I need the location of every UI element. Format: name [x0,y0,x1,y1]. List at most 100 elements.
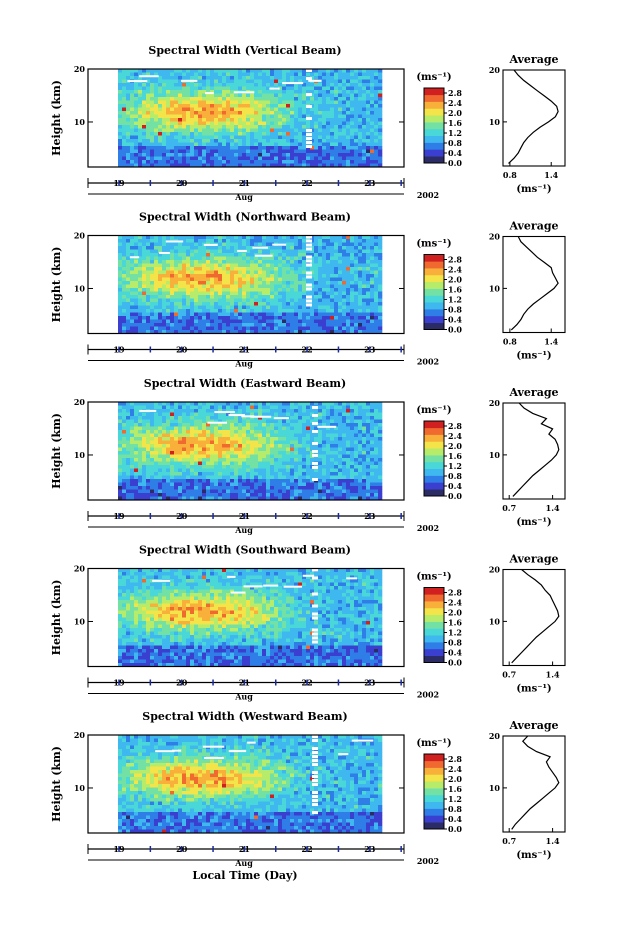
x-tick-label: 22 [302,511,313,521]
y-axis-label: Height (km) [50,247,63,323]
colorbar-tick-label: 1.2 [448,461,462,471]
profile-y-tick-label: 20 [489,232,501,242]
x-tick-label: 22 [302,678,313,688]
missing-data [312,771,318,774]
missing-data [306,288,312,291]
panel-title: Spectral Width (Eastward Beam) [144,377,346,390]
missing-data [312,799,318,802]
colorbar-tick-label: 1.2 [448,628,462,638]
colorbar-segment [424,656,444,663]
colorbar-segment [424,649,444,656]
missing-data [312,430,318,433]
missing-data [252,247,268,249]
missing-data [312,450,318,453]
missing-data [306,145,312,148]
missing-data [155,750,174,752]
profile-y-tick-label: 20 [489,398,501,408]
colorbar-segment [424,143,444,150]
colorbar-tick-label: 2.8 [448,255,462,265]
colorbar-tick-label: 2.8 [448,754,462,764]
colorbar-tick-label: 1.2 [448,295,462,305]
x-tick-label: 20 [176,511,188,521]
colorbar-segment [424,108,444,115]
profile-line [509,70,559,163]
panel-1: Spectral Width (Northward Beam)1020Heigh… [50,211,565,369]
missing-data [312,613,318,616]
colorbar-segment [424,441,444,448]
colorbar-segment [424,489,444,496]
colorbar-segment [424,295,444,302]
missing-data [306,93,312,96]
colorbar-tick-label: 2.8 [448,588,462,598]
x-tick-label: 22 [302,178,313,188]
colorbar-segment [424,282,444,289]
x-tick-label: 22 [302,345,313,355]
missing-data [312,803,318,806]
missing-data [284,586,302,588]
colorbar-tick-label: 1.6 [448,784,462,794]
x-tick-label: 21 [239,178,250,188]
panel-title: Spectral Width (Vertical Beam) [148,44,341,57]
colorbar-segment [424,428,444,435]
missing-data [312,466,318,469]
colorbar-segment [424,156,444,163]
profile-x-tick-label: 1.4 [546,670,560,680]
missing-data [312,605,318,608]
missing-data [306,77,312,80]
missing-data [312,637,318,640]
missing-data [312,755,318,758]
missing-data [308,80,321,82]
colorbar-tick-label: 0.8 [448,305,462,315]
missing-data [312,478,318,481]
missing-data [228,414,244,416]
colorbar-unit: (ms⁻¹) [416,239,451,250]
colorbar-tick-label: 2.0 [448,774,462,784]
profile-x-tick-label: 0.8 [503,337,517,347]
colorbar-tick-label: 0.0 [448,158,462,168]
profile-x-tick-label: 1.4 [546,836,560,846]
missing-data [312,763,318,766]
profile-x-tick-label: 0.7 [502,836,516,846]
profile-x-label: (ms⁻¹) [516,517,551,528]
colorbar-tick-label: 1.6 [448,451,462,461]
missing-data [312,593,318,596]
profile-x-label: (ms⁻¹) [516,184,551,195]
missing-data [306,117,312,120]
colorbar-segment [424,455,444,462]
missing-data [352,740,374,742]
x-tick-label: 21 [239,511,250,521]
heatmap-cells [118,69,382,167]
colorbar-segment [424,421,444,428]
x-tick-label: 20 [176,844,188,854]
y-tick-label: 20 [74,397,86,407]
colorbar-segment [424,261,444,268]
profile-x-tick-label: 1.4 [544,170,558,180]
y-axis-label: Height (km) [50,746,63,822]
colorbar-segment [424,774,444,781]
colorbar-tick-label: 0.0 [448,491,462,501]
colorbar-tick-label: 0.4 [448,814,462,824]
missing-data [306,256,312,259]
profile-y-tick-label: 10 [489,616,501,626]
missing-data [306,248,312,251]
colorbar-tick-label: 0.4 [448,481,462,491]
profile-line [513,403,559,496]
y-tick-label: 10 [74,450,86,460]
panel-4: Spectral Width (Westward Beam)1020Height… [50,710,565,868]
colorbar-segment [424,768,444,775]
profile-title: Average [508,53,558,66]
x-tick-label: 21 [239,678,250,688]
colorbar-segment [424,309,444,316]
x-tick-label: 23 [364,511,376,521]
colorbar-unit: (ms⁻¹) [416,72,451,83]
profile-line [512,736,559,829]
colorbar-tick-label: 0.8 [448,804,462,814]
x-tick-label: 21 [239,844,250,854]
colorbar-segment [424,115,444,122]
y-tick-label: 10 [74,117,86,127]
y-tick-label: 20 [74,231,86,241]
profile-y-tick-label: 10 [489,283,501,293]
y-axis-label: Height (km) [50,80,63,156]
missing-data [214,411,234,413]
missing-data [306,137,312,140]
